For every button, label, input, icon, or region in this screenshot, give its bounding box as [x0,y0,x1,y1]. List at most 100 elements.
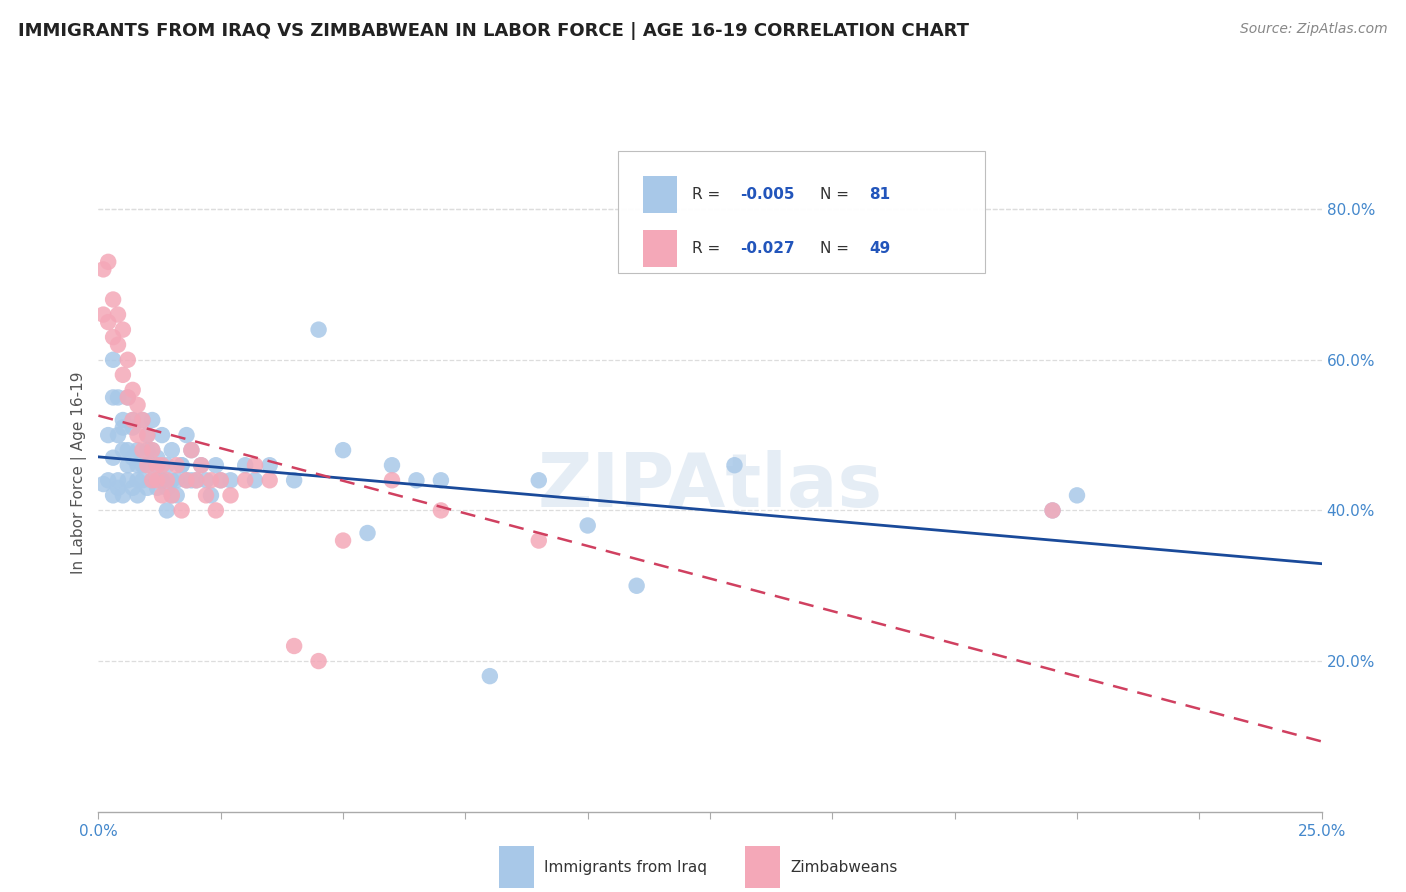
Point [127,428,149,442]
Point [430,503,453,517]
Point [146,450,169,465]
Point [156,458,179,473]
Point [141,443,163,458]
Point [723,458,745,473]
Y-axis label: In Labor Force | Age 16-19: In Labor Force | Age 16-19 [72,371,87,574]
Point [576,518,599,533]
Point [97,428,120,442]
Point [156,481,179,495]
Point [107,428,129,442]
Text: 49: 49 [869,241,890,256]
Point [1066,488,1088,502]
Point [1042,503,1064,517]
Point [136,458,159,473]
Point [101,391,124,405]
Point [150,458,173,473]
Point [283,473,305,487]
Point [381,458,404,473]
Point [356,526,378,541]
FancyBboxPatch shape [643,230,678,268]
FancyBboxPatch shape [643,176,678,213]
Point [117,458,139,473]
Text: -0.005: -0.005 [741,187,796,202]
Point [117,473,139,487]
Point [127,398,149,412]
Point [195,488,218,502]
Point [160,443,183,458]
Point [478,669,501,683]
Point [243,458,266,473]
Point [121,450,143,465]
Point [156,473,179,487]
Point [186,473,208,487]
Point [117,443,139,458]
Point [150,428,173,442]
Point [131,443,153,458]
Point [190,458,212,473]
Point [170,503,193,517]
Point [101,293,124,307]
Point [430,473,453,487]
Point [219,488,242,502]
Point [166,458,188,473]
Point [156,503,179,517]
Point [101,352,124,367]
Point [107,308,129,322]
Point [150,488,173,502]
Point [283,639,305,653]
Point [101,330,124,344]
Point [131,458,153,473]
Point [107,473,129,487]
Point [111,420,134,434]
Point [176,428,198,442]
Point [121,481,143,495]
Point [233,473,256,487]
Point [150,473,173,487]
Point [111,413,134,427]
Point [117,352,139,367]
Point [97,315,120,329]
Point [127,443,149,458]
Point [121,413,143,427]
Text: Immigrants from Iraq: Immigrants from Iraq [544,860,707,874]
Point [381,473,404,487]
Point [332,443,354,458]
Point [136,428,159,442]
Point [141,473,163,487]
Point [111,323,134,337]
Text: Source: ZipAtlas.com: Source: ZipAtlas.com [1240,22,1388,37]
Text: R =: R = [692,241,725,256]
Point [259,473,281,487]
Point [136,428,159,442]
Point [146,473,169,487]
Point [527,473,550,487]
Point [259,458,281,473]
Point [1042,503,1064,517]
Point [111,443,134,458]
Point [180,443,202,458]
Point [205,458,228,473]
Point [111,488,134,502]
Point [101,450,124,465]
Point [91,262,114,277]
Point [166,473,188,487]
Point [141,443,163,458]
Point [121,413,143,427]
Text: Zimbabweans: Zimbabweans [790,860,897,874]
Point [209,473,232,487]
Point [131,413,153,427]
Point [121,420,143,434]
Point [127,473,149,487]
Point [180,443,202,458]
Point [107,337,129,351]
Point [195,473,218,487]
Point [308,323,330,337]
Point [186,473,208,487]
Point [131,473,153,487]
Point [111,368,134,382]
Point [180,473,202,487]
Point [160,473,183,487]
Point [170,458,193,473]
Point [527,533,550,548]
Point [136,458,159,473]
